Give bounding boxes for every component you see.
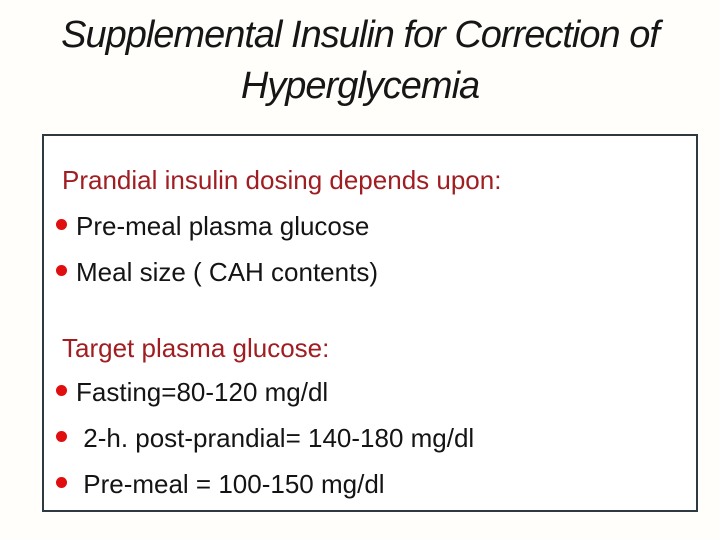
list-item: 2-h. post-prandial= 140-180 mg/dl [56,422,474,454]
content-box: Prandial insulin dosing depends upon: Pr… [42,134,698,512]
bullet-icon [56,385,67,396]
list-item: Fasting=80-120 mg/dl [56,376,328,408]
bullet-icon [56,431,67,442]
section-heading-target: Target plasma glucose: [62,333,330,363]
list-item-text: Meal size ( CAH contents) [76,257,378,287]
list-item-text: Pre-meal = 100-150 mg/dl [76,469,385,499]
list-item-text: Fasting=80-120 mg/dl [76,377,329,407]
list-item: Pre-meal = 100-150 mg/dl [56,468,385,500]
list-item-text: 2-h. post-prandial= 140-180 mg/dl [76,423,475,453]
bullet-icon [56,477,67,488]
slide-title-line-1: Supplemental Insulin for Correction of [61,14,660,56]
list-item: Pre-meal plasma glucose [56,210,369,242]
bullet-icon [56,265,67,276]
list-item: Meal size ( CAH contents) [56,256,378,288]
slide-title-line-2: Hyperglycemia [240,65,480,107]
section-heading-prandial: Prandial insulin dosing depends upon: [62,165,502,195]
list-item-text: Pre-meal plasma glucose [76,211,370,241]
slide-title: Supplemental Insulin for Correction of H… [0,10,720,112]
bullet-icon [56,219,67,230]
